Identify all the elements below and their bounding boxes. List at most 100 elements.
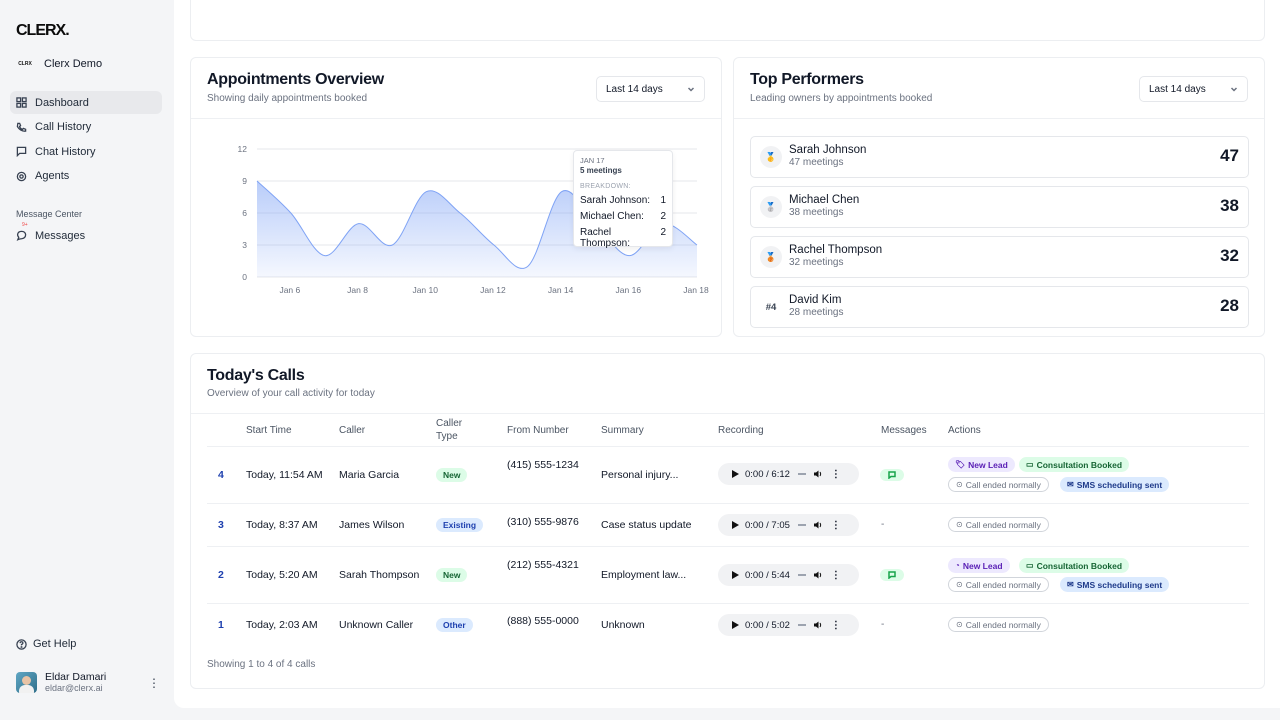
gold-medal-icon: 🥇 — [760, 146, 782, 168]
sidebar-item-messages[interactable]: 9+ Messages — [10, 222, 162, 247]
play-icon[interactable] — [732, 621, 739, 629]
header-from-number[interactable]: From Number — [507, 425, 569, 436]
caller-type-badge: New — [436, 468, 468, 482]
tag-label: Call ended normally — [965, 519, 1041, 530]
call-number[interactable]: 2 — [218, 569, 224, 581]
sidebar-item-call-history[interactable]: Call History — [10, 116, 162, 139]
audio-time: 0:00 / 5:02 — [745, 619, 790, 631]
tooltip-row-name: Sarah Johnson: — [580, 195, 651, 206]
user-menu-icon[interactable]: ⋮ — [148, 676, 160, 690]
message-icon[interactable] — [880, 569, 904, 581]
divider — [207, 546, 1249, 547]
tooltip-breakdown-label: BREAKDOWN: — [580, 183, 631, 190]
divider — [207, 503, 1249, 504]
x-tick-label: Jan 8 — [347, 285, 368, 295]
sidebar-item-dashboard[interactable]: Dashboard — [10, 91, 162, 114]
audio-progress[interactable] — [797, 574, 806, 576]
y-tick-label: 0 — [242, 272, 247, 282]
play-icon[interactable] — [732, 571, 739, 579]
caller-name: Maria Garcia — [339, 469, 400, 481]
header-recording[interactable]: Recording — [718, 425, 764, 436]
tooltip-total: 5 meetings — [580, 166, 622, 175]
main-content: Appointments Overview Showing daily appo… — [174, 0, 1280, 708]
volume-icon[interactable] — [813, 469, 823, 479]
audio-progress[interactable] — [797, 473, 806, 475]
tag-label: SMS scheduling sent — [1076, 579, 1163, 590]
mail-icon: ✉ — [1067, 480, 1074, 489]
play-icon[interactable] — [732, 470, 739, 478]
calendar-icon: ▭ — [1026, 561, 1034, 570]
audio-player[interactable]: 0:00 / 7:05 ⋮ — [718, 514, 859, 536]
call-number[interactable]: 4 — [218, 469, 224, 481]
performer-row[interactable]: #4 David Kim 28 meetings 28 — [750, 286, 1249, 328]
divider — [207, 603, 1249, 604]
sidebar-item-agents[interactable]: Agents — [10, 165, 162, 188]
tag-label: New Lead — [962, 560, 1003, 571]
header-caller[interactable]: Caller — [339, 425, 366, 436]
more-icon[interactable]: ⋮ — [830, 569, 841, 581]
divider — [734, 118, 1264, 119]
workspace-switcher[interactable]: CLRX Clerx Demo — [16, 56, 102, 72]
performer-row[interactable]: 🥇 Sarah Johnson 47 meetings 47 — [750, 136, 1249, 178]
call-ended-tag: ⊙ Call ended normally — [948, 617, 1049, 632]
call-summary[interactable]: Unknown — [601, 619, 645, 631]
call-start-time: Today, 5:20 AM — [246, 569, 318, 581]
sidebar-item-chat-history[interactable]: Chat History — [10, 140, 162, 163]
audio-progress[interactable] — [797, 524, 806, 526]
audio-player[interactable]: 0:00 / 6:12 ⋮ — [718, 463, 859, 485]
more-icon[interactable]: ⋮ — [830, 468, 841, 480]
message-nav: 9+ Messages — [10, 222, 162, 249]
caller-type-badge: Other — [436, 618, 473, 632]
calls-title: Today's Calls — [207, 367, 305, 384]
agent-icon — [16, 171, 27, 181]
header-caller-type[interactable]: Caller Type — [436, 418, 463, 442]
message-icon[interactable] — [880, 469, 904, 481]
bronze-medal-icon: 🥉 — [760, 246, 782, 268]
performer-count: 28 — [1220, 296, 1239, 315]
get-help-link[interactable]: Get Help — [16, 638, 76, 650]
more-icon[interactable]: ⋮ — [830, 619, 841, 631]
caller-type-badge: New — [436, 568, 468, 582]
audio-player[interactable]: 0:00 / 5:02 ⋮ — [718, 614, 859, 636]
no-messages: - — [881, 519, 885, 530]
performers-range-select[interactable]: Last 14 days — [1139, 76, 1248, 102]
audio-player[interactable]: 0:00 / 5:44 ⋮ — [718, 564, 859, 586]
tooltip-row: Michael Chen: 2 — [580, 211, 666, 222]
header-start-time[interactable]: Start Time — [246, 425, 292, 436]
calls-subtitle: Overview of your call activity for today — [207, 388, 375, 399]
performer-row[interactable]: 🥉 Rachel Thompson 32 meetings 32 — [750, 236, 1249, 278]
caller-name: James Wilson — [339, 519, 405, 531]
call-summary[interactable]: Employment law... — [601, 569, 687, 581]
performer-meetings: 47 meetings — [789, 157, 844, 168]
call-summary[interactable]: Case status update — [601, 519, 692, 531]
consultation-booked-tag: ▭ Consultation Booked — [1019, 457, 1130, 472]
stop-icon: ⊙ — [956, 480, 963, 489]
volume-icon[interactable] — [813, 520, 823, 530]
caller-type-badge: Existing — [436, 518, 484, 532]
audio-progress[interactable] — [797, 624, 806, 626]
more-icon[interactable]: ⋮ — [830, 519, 841, 531]
clerx-logo[interactable]: CLERX. — [16, 22, 70, 39]
grid-icon — [16, 97, 27, 108]
performer-meetings: 38 meetings — [789, 207, 844, 218]
divider — [191, 413, 1264, 414]
call-number[interactable]: 3 — [218, 519, 224, 531]
call-summary[interactable]: Personal injury... — [601, 469, 679, 481]
appointments-range-select[interactable]: Last 14 days — [596, 76, 705, 102]
user-profile[interactable]: Eldar Damari eldar@clerx.ai — [16, 671, 106, 693]
call-number[interactable]: 1 — [218, 619, 224, 631]
help-label: Get Help — [33, 638, 77, 650]
tooltip-row-value: 1 — [660, 195, 666, 206]
play-icon[interactable] — [732, 521, 739, 529]
volume-icon[interactable] — [813, 570, 823, 580]
header-messages[interactable]: Messages — [881, 425, 927, 436]
appointments-card: Appointments Overview Showing daily appo… — [190, 57, 722, 337]
performer-row[interactable]: 🥈 Michael Chen 38 meetings 38 — [750, 186, 1249, 228]
consultation-booked-tag: ▭ Consultation Booked — [1019, 558, 1130, 573]
mail-icon: ✉ — [1067, 580, 1074, 589]
header-summary[interactable]: Summary — [601, 425, 644, 436]
help-icon — [16, 638, 27, 650]
header-actions[interactable]: Actions — [948, 425, 981, 436]
chat-icon — [888, 571, 896, 579]
volume-icon[interactable] — [813, 620, 823, 630]
